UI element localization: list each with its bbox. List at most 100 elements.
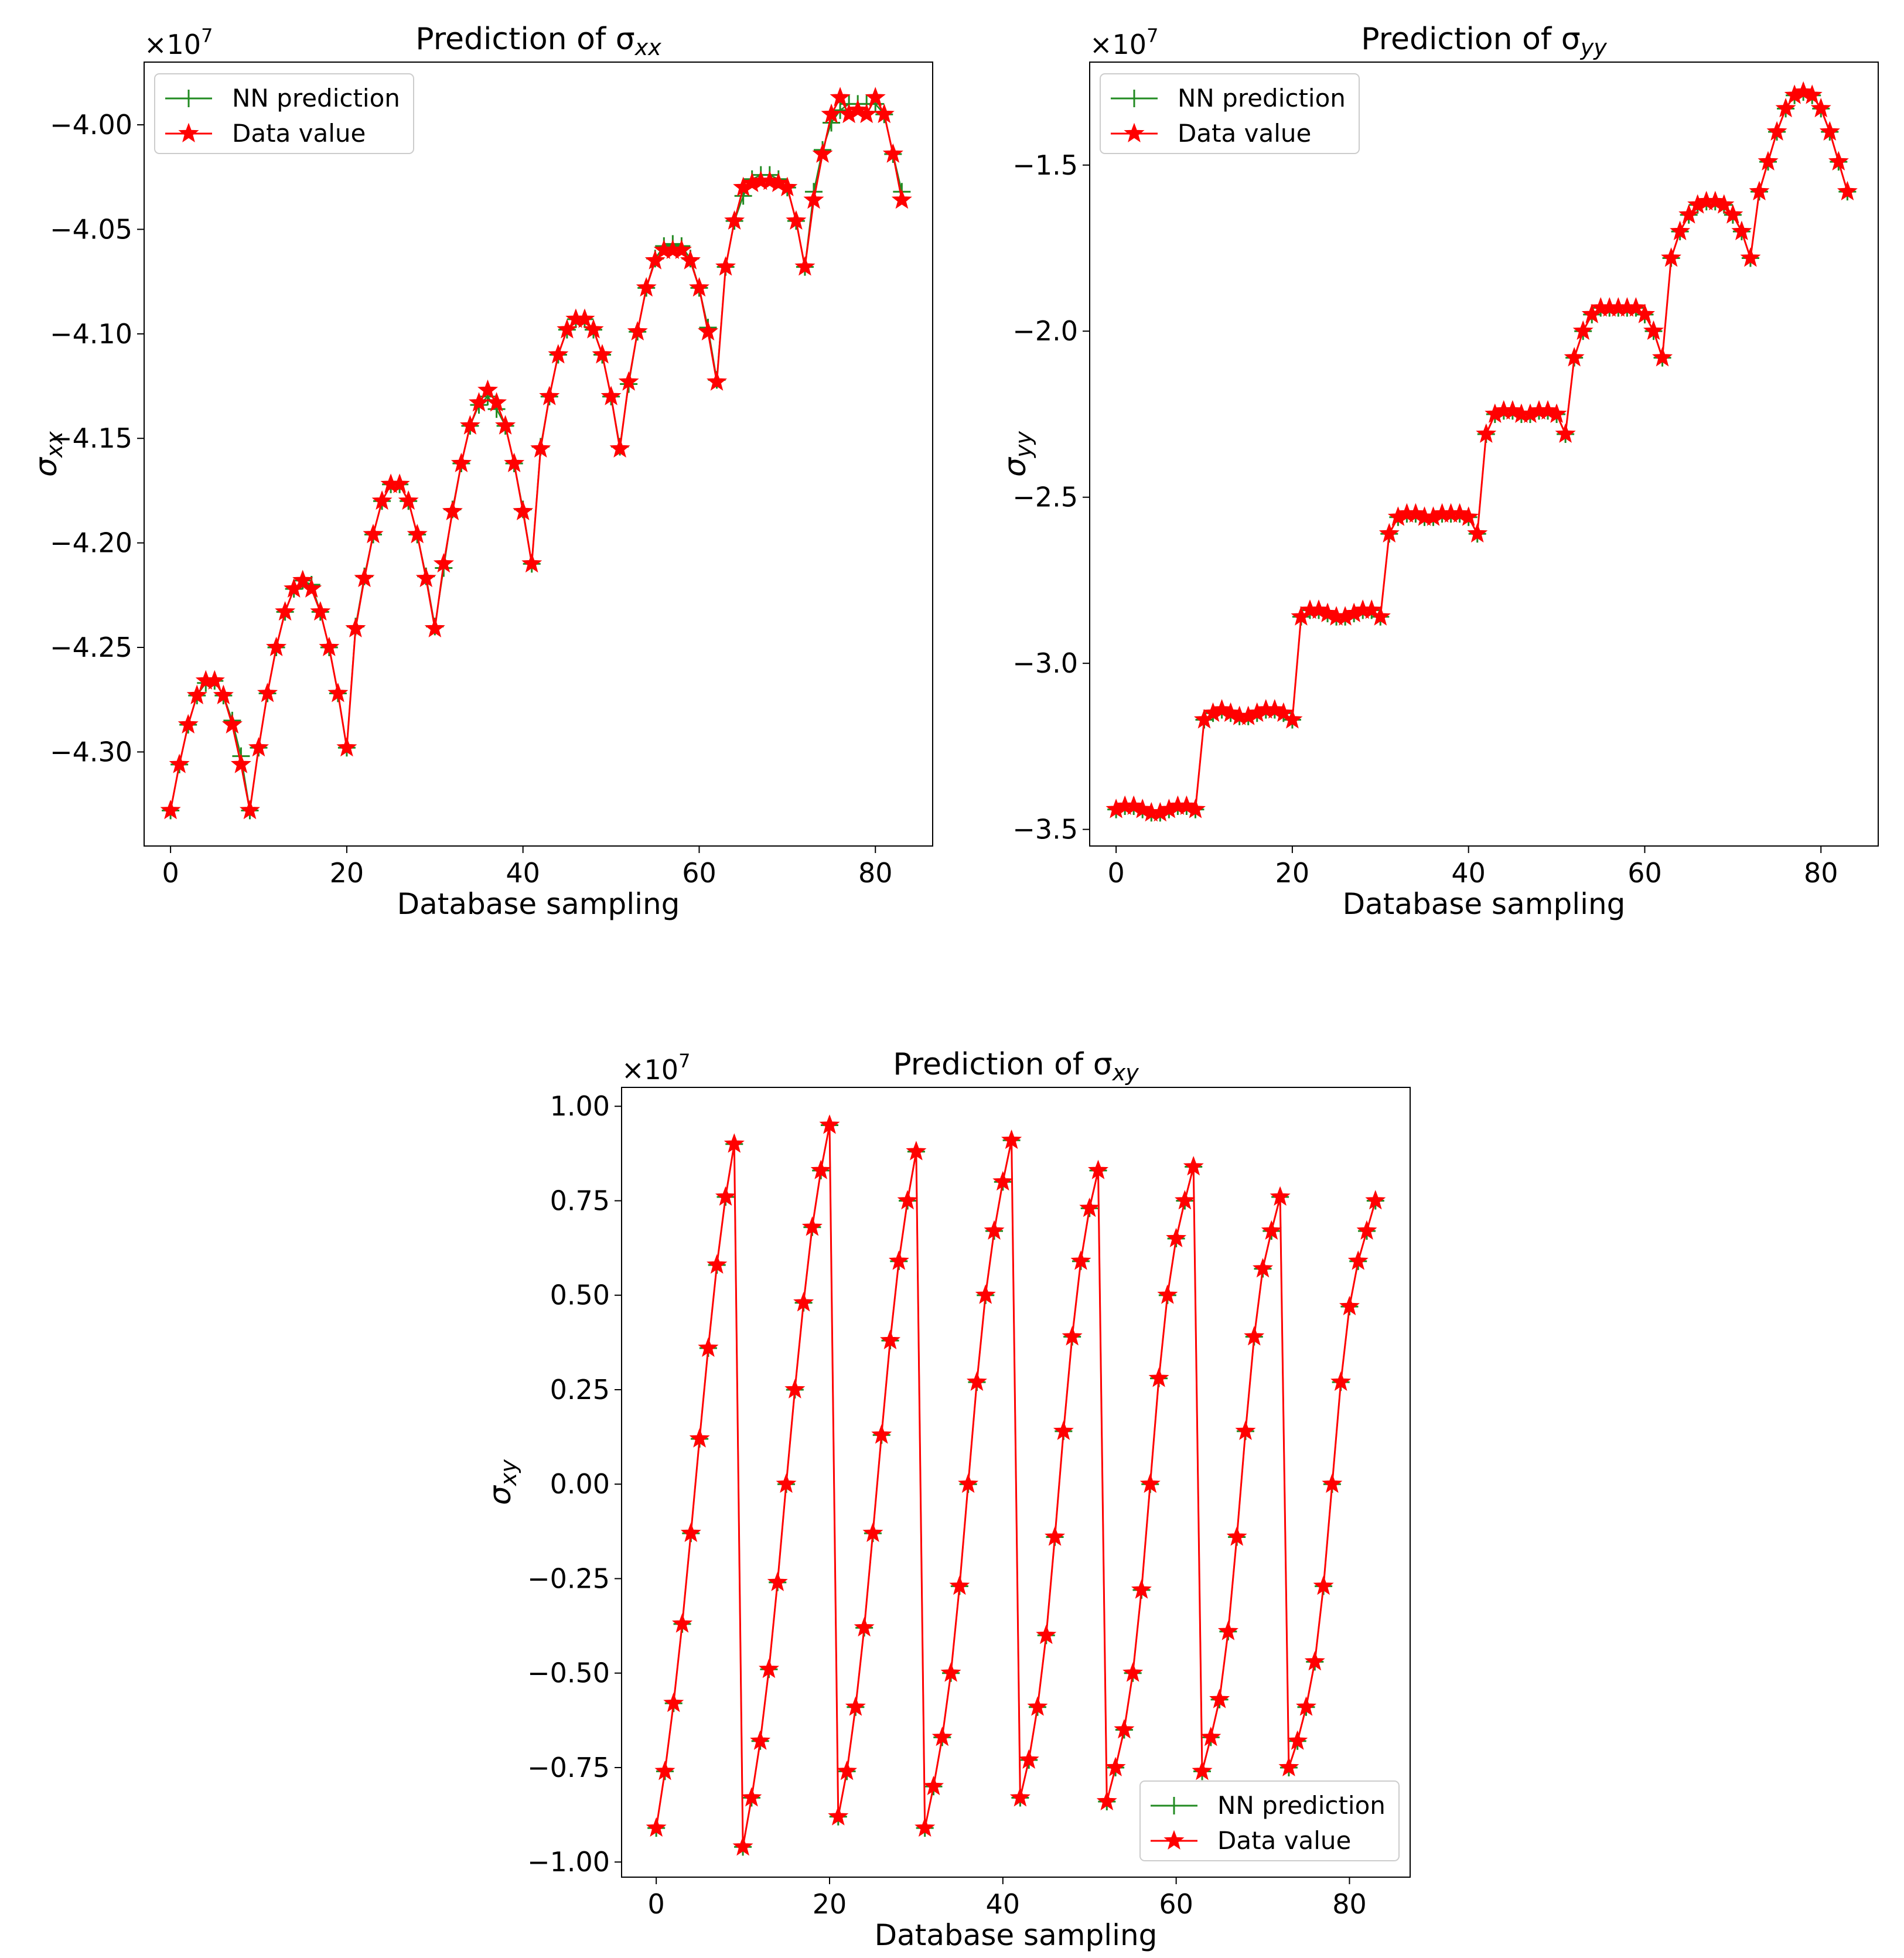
y-tick-label: −4.30 [50,736,132,767]
data-point-star [966,1371,987,1391]
data-point-star [1157,1284,1178,1304]
data-point-star [1183,1155,1204,1176]
data-point-star [627,320,648,341]
data-point-star [1810,97,1831,118]
x-tick-label: 20 [1275,857,1310,889]
y-axis-label-subscript: xx [42,431,67,458]
data-point-star [741,1787,762,1807]
data-point-star [897,1190,918,1210]
data-point-star [1087,1159,1109,1179]
data-point-star [906,1141,927,1161]
data-point-star [819,1114,840,1134]
y-tick-label: 0.50 [550,1280,610,1311]
data-point-star [1235,1420,1256,1440]
data-point-star [1801,84,1823,104]
data-point-star [801,1216,823,1236]
y-tick-label: −4.20 [50,527,132,559]
data-point-star [592,344,613,364]
data-point-star [1467,523,1488,543]
x-tick-label: 80 [1332,1888,1367,1920]
chart-title-text: Prediction of σ [893,1047,1112,1082]
data-point-star [1001,1129,1022,1149]
data-point-star [1253,1258,1274,1278]
y-tick-label: −4.00 [50,109,132,141]
data-point-star [371,490,393,510]
data-point-star [784,1379,806,1398]
legend-label: NN prediction [1217,1791,1386,1820]
data-point-star [424,618,445,637]
x-axis-label: Database sampling [875,1918,1158,1952]
x-tick-label: 20 [330,857,364,889]
legend-label: Data value [1217,1826,1351,1855]
legend-plus-marker [180,90,197,107]
y-tick-label: −0.75 [527,1752,610,1783]
data-point-star [1027,1696,1048,1716]
data-point-star [1200,1726,1221,1746]
data-point-star [239,799,260,820]
data-point-star [1828,151,1849,170]
data-point-star [1226,1526,1247,1546]
data-point-star [204,670,225,690]
data-point-star [169,753,190,773]
data-point-star [1330,1371,1352,1391]
data-point-star [1749,180,1770,201]
data-point-star [984,1220,1005,1240]
offset-base: ×10 [144,29,201,60]
data-point-star [1295,1696,1317,1716]
data-point-star [940,1662,961,1682]
data-point-star [1122,1662,1144,1682]
data-point-star [636,277,657,297]
data-point-star [931,1726,953,1746]
data-point-star [794,256,815,276]
data-point-star [221,714,243,734]
data-point-star [1378,523,1400,543]
data-point-star [1537,400,1558,420]
data-point-star [1356,1220,1377,1240]
data-point-star [1758,151,1779,170]
data-point-star [1705,190,1726,211]
data-point-star [160,799,181,820]
y-axis-label-subscript: xy [496,1459,521,1486]
x-tick-label: 0 [648,1888,665,1920]
data-point-star [1714,194,1735,214]
data-point-star [257,683,278,702]
data-point-star [548,344,569,364]
offset-exponent: 7 [1147,25,1158,47]
data-point-star [1131,1579,1152,1599]
offset-base: ×10 [622,1054,678,1086]
offset-exponent: 7 [201,25,213,47]
data-point-star [451,452,472,472]
chart-title-text: Prediction of σ [1361,22,1580,57]
x-tick-label: 40 [986,1888,1021,1920]
data-point-star [680,250,701,270]
data-point-star [1634,303,1655,323]
data-point-star [1220,702,1241,722]
data-point-star [1212,699,1233,719]
data-point-star [1458,506,1479,526]
data-point-star [468,392,490,412]
data-point-star [600,386,622,405]
legend-plus-marker [1125,90,1143,107]
y-tick-label: 1.00 [550,1090,610,1122]
data-point-star [1244,1326,1265,1346]
chart-title-subscript: xy [1112,1060,1139,1086]
legend-box [154,73,414,154]
data-point-star [1308,599,1329,619]
data-point-star [513,500,534,521]
y-axis-label-symbol: σ [29,456,64,477]
y-tick-label: 0.25 [550,1374,610,1406]
data-point-star [698,1337,719,1357]
y-tick-label: 0.00 [550,1468,610,1500]
data-point-star [707,371,728,391]
data-point-star [1322,1473,1343,1493]
data-point-star [732,1836,753,1856]
data-point-star [1502,400,1523,420]
data-point-star [1793,81,1814,101]
data-point-star [812,143,833,163]
data-point-star [915,1817,936,1837]
data-point-star [275,601,296,621]
data-point-star [459,415,480,435]
data-point-star [1313,1575,1334,1595]
data-point-star [880,1329,901,1350]
series-line [655,1125,1377,1847]
